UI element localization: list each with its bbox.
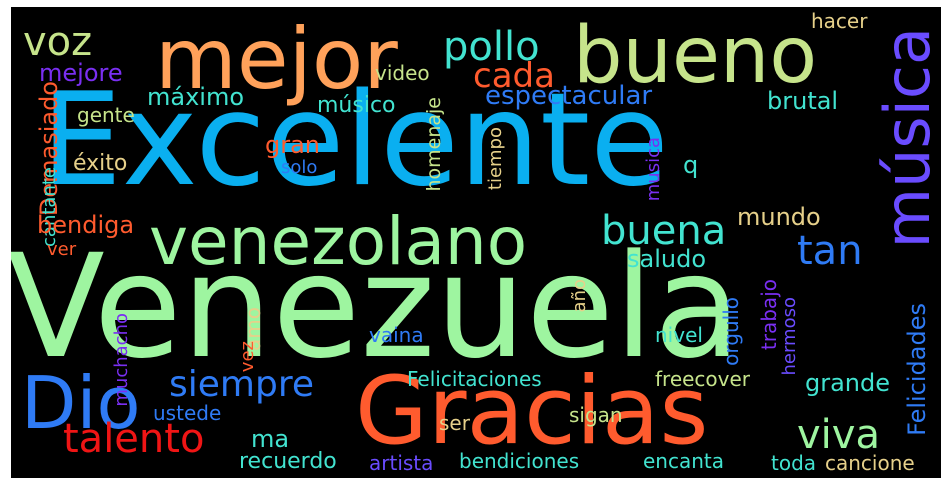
word-freecover: freecover — [655, 367, 751, 391]
word-hacer: hacer — [811, 9, 868, 33]
word-toda: toda — [771, 451, 817, 475]
word-cada: cada — [473, 56, 555, 96]
word-mejore: mejore — [39, 59, 123, 87]
word-vez-vertical: vez — [237, 341, 258, 373]
word-muchacho-vertical: muchacho — [111, 313, 132, 407]
word-ustede: ustede — [153, 401, 222, 425]
word-trabajo-vertical: trabajo — [757, 279, 781, 351]
word-hermoso-vertical: hermoso — [779, 297, 800, 376]
word-video: video — [375, 61, 430, 85]
word-musico: músico — [317, 93, 396, 118]
word-nivel: nivel — [655, 323, 703, 347]
word-ver: ver — [47, 239, 77, 260]
word-voz: voz — [23, 19, 93, 65]
word-felicitaciones: Felicitaciones — [407, 367, 542, 391]
word-venezuela: Venezuela — [11, 223, 742, 390]
word-pollo: pollo — [443, 24, 540, 70]
word-orgullo-vertical: orgullo — [719, 297, 743, 366]
word-saludo: saludo — [627, 245, 707, 273]
word-tan: tan — [797, 228, 863, 274]
word-buena: buena — [601, 208, 727, 254]
word-ser: ser — [439, 411, 470, 435]
word-cloud: Excelente Venezuela Gracias mejor bueno … — [11, 7, 941, 478]
word-viva: viva — [797, 412, 880, 458]
word-ano-vertical: año — [569, 279, 590, 313]
word-tiempo-vertical: tiempo — [485, 127, 506, 191]
word-maximo: máximo — [147, 83, 245, 111]
word-encanta: encanta — [643, 449, 725, 473]
word-talento: talento — [63, 416, 205, 462]
word-homenaje-vertical: homenaje — [423, 97, 445, 192]
word-musica-small-vertical: musica — [643, 137, 664, 202]
word-artista: artista — [369, 451, 434, 475]
word-exito: éxito — [73, 151, 128, 176]
word-grande: grande — [805, 369, 891, 397]
word-q: q — [683, 151, 699, 179]
word-siempre: siempre — [169, 364, 314, 405]
word-espectacular: espectacular — [485, 81, 653, 111]
word-sigan: sigan — [569, 403, 623, 427]
word-brutal: brutal — [767, 87, 839, 115]
word-felicidades-vertical: Felicidades — [903, 303, 931, 436]
word-bendiga: bendiga — [37, 211, 135, 239]
word-vaina: vaina — [369, 323, 424, 347]
word-excelente: Excelente — [41, 66, 669, 215]
word-ma: ma — [251, 425, 290, 453]
word-musica-vertical: música — [871, 27, 941, 249]
word-recuerdo: recuerdo — [239, 449, 337, 474]
word-dio: Dio — [21, 361, 141, 445]
word-gente: gente — [77, 103, 135, 127]
word-solo: solo — [281, 157, 318, 178]
word-venezolano: venezolano — [149, 203, 528, 280]
word-bendiciones: bendiciones — [459, 449, 580, 473]
word-gran: gran — [265, 131, 321, 159]
word-gracias: Gracias — [355, 357, 709, 466]
word-mundo: mundo — [737, 203, 821, 231]
word-cancione: cancione — [825, 451, 915, 475]
word-bueno: bueno — [573, 11, 818, 101]
word-mejor: mejor — [155, 10, 398, 108]
